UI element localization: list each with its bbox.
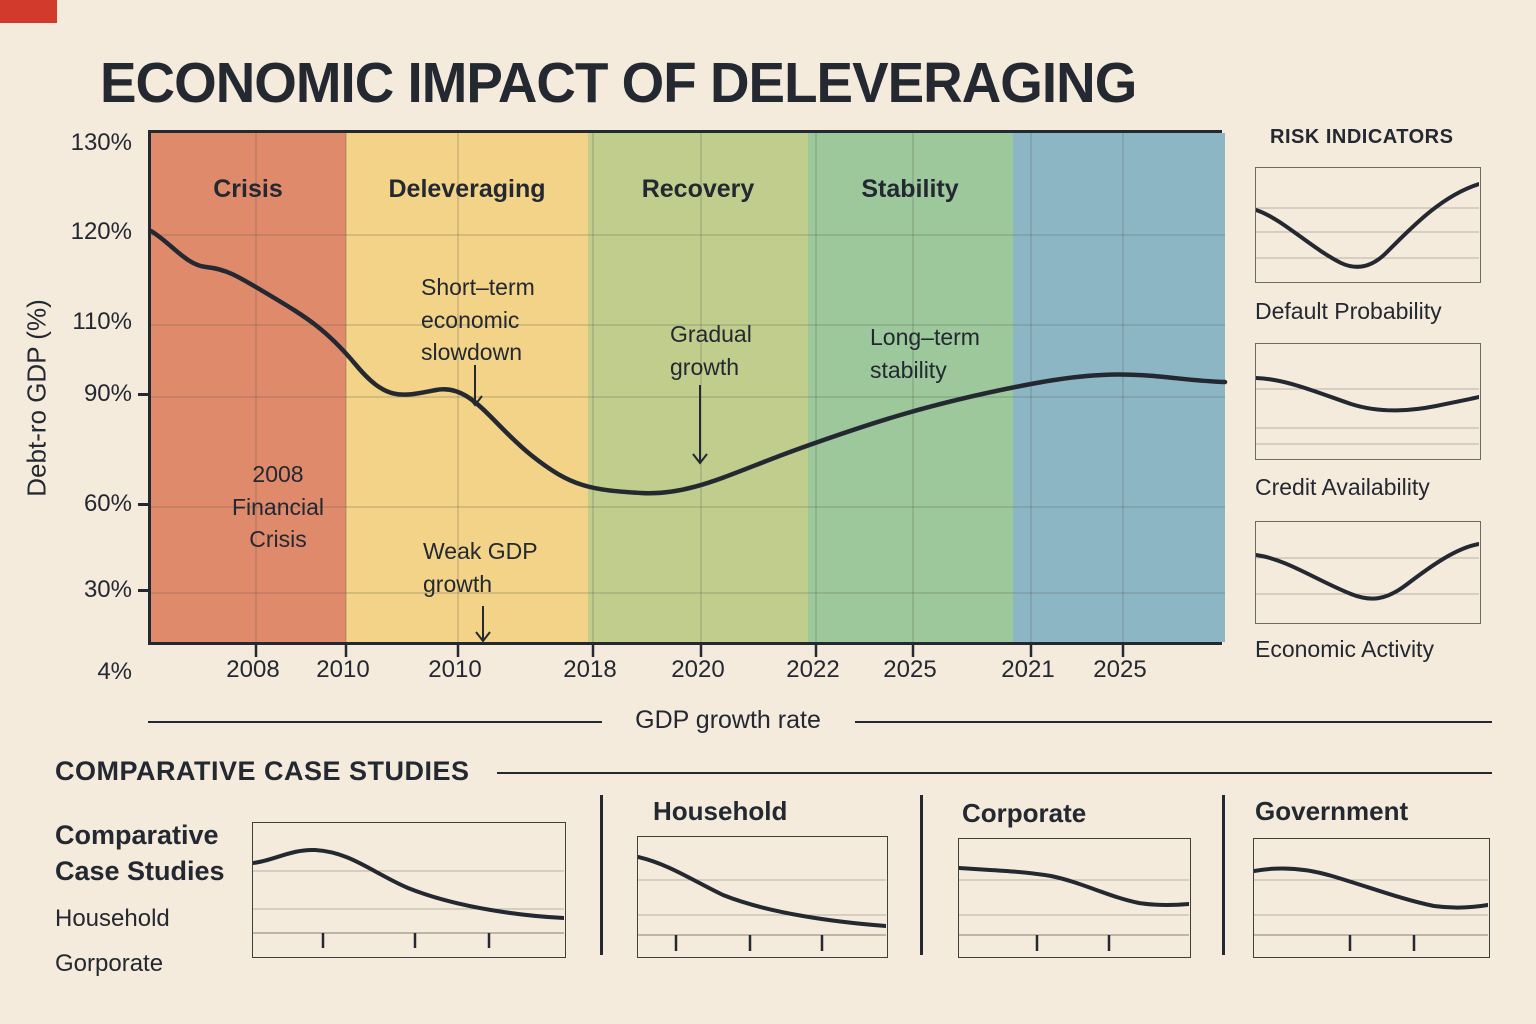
zone-label-recovery: Recovery xyxy=(641,175,755,203)
sparkline-default-probability xyxy=(1255,167,1481,283)
x-axis-rule-right xyxy=(855,721,1492,723)
x-axis-rule-left xyxy=(148,721,602,723)
case-chart-government xyxy=(1253,838,1490,958)
x-tick-2020: 2020 xyxy=(671,656,725,683)
case-title-corporate: Corporate xyxy=(962,798,1087,828)
case-divider-3 xyxy=(1222,795,1225,955)
x-tick-2025a: 2025 xyxy=(883,656,937,683)
y-tick-90: 90% xyxy=(83,380,132,407)
x-tick-2021: 2021 xyxy=(1001,656,1055,683)
x-tickmarks xyxy=(254,645,1125,657)
zone-blue-band xyxy=(1013,133,1225,642)
x-tick-2018: 2018 xyxy=(563,656,617,683)
zone-stability-band xyxy=(808,133,1013,642)
x-tick-2025b: 2025 xyxy=(1093,656,1147,683)
zone-label-deleveraging: Deleveraging xyxy=(388,175,546,203)
case-studies-heading: COMPARATIVE CASE STUDIES xyxy=(55,756,470,786)
case-chart-overview xyxy=(252,822,566,958)
zone-deleveraging-band xyxy=(346,133,588,642)
case-studies-side-label: Comparative Case Studies xyxy=(55,820,225,886)
zone-label-stability: Stability xyxy=(861,175,959,203)
x-tick-2022: 2022 xyxy=(786,656,840,683)
case-title-household: Household xyxy=(653,796,788,826)
case-studies-heading-rule xyxy=(497,772,1492,774)
sparkline-economic-activity xyxy=(1255,521,1481,624)
y-tickmark xyxy=(138,589,148,592)
arrow-gradual-growth xyxy=(692,385,708,465)
annotation-2008-financial-crisis: 2008 Financial Crisis xyxy=(231,461,325,553)
zone-label-crisis: Crisis xyxy=(213,175,283,203)
y-tick-4: 4% xyxy=(97,658,132,685)
annotation-gradual-growth: Gradual growth xyxy=(670,321,752,380)
arrow-weak-gdp xyxy=(475,606,491,643)
zone-recovery-band xyxy=(588,133,808,642)
side-item-gorporate: Gorporate xyxy=(55,950,164,977)
page-title: ECONOMIC IMPACT OF DELEVERAGING xyxy=(100,51,1137,115)
case-divider-1 xyxy=(600,795,603,955)
case-title-government: Government xyxy=(1255,796,1409,826)
debt-to-gdp-curve xyxy=(148,228,1228,496)
sparkline-credit-availability xyxy=(1255,343,1481,460)
y-tick-110: 110% xyxy=(72,308,132,335)
y-tick-60: 60% xyxy=(83,490,132,517)
main-chart-canvas xyxy=(148,133,1228,657)
annotation-long-term-stability: Long–term stability xyxy=(870,324,980,383)
sparkline-label-default-probability: Default Probability xyxy=(1255,298,1442,324)
y-tick-130: 130% xyxy=(70,129,132,156)
y-tick-120: 120% xyxy=(70,218,132,245)
case-chart-corporate xyxy=(958,838,1191,958)
case-divider-2 xyxy=(920,795,923,955)
corner-red-mark xyxy=(0,0,57,23)
annotation-short-term-slowdown: Short–term economic slowdown xyxy=(421,274,535,366)
y-tickmark xyxy=(138,393,148,396)
sparkline-label-economic-activity: Economic Activity xyxy=(1255,636,1434,662)
main-chart: Crisis Deleveraging Recovery Stability 2… xyxy=(148,130,1228,657)
x-tick-2010a: 2010 xyxy=(316,656,370,683)
sparkline-label-credit-availability: Credit Availability xyxy=(1255,474,1430,500)
zone-crisis-band xyxy=(151,133,346,642)
y-tickmark xyxy=(138,503,148,506)
y-tick-30: 30% xyxy=(83,576,132,603)
side-item-household: Household xyxy=(55,905,170,932)
annotation-weak-gdp-growth: Weak GDP growth xyxy=(423,538,538,597)
risk-indicators-heading: RISK INDICATORS xyxy=(1270,126,1454,148)
arrow-short-term xyxy=(467,365,483,407)
x-axis-title: GDP growth rate xyxy=(635,706,821,734)
case-chart-household xyxy=(637,836,888,958)
x-tick-2008: 2008 xyxy=(226,656,280,683)
x-tick-2010b: 2010 xyxy=(428,656,482,683)
